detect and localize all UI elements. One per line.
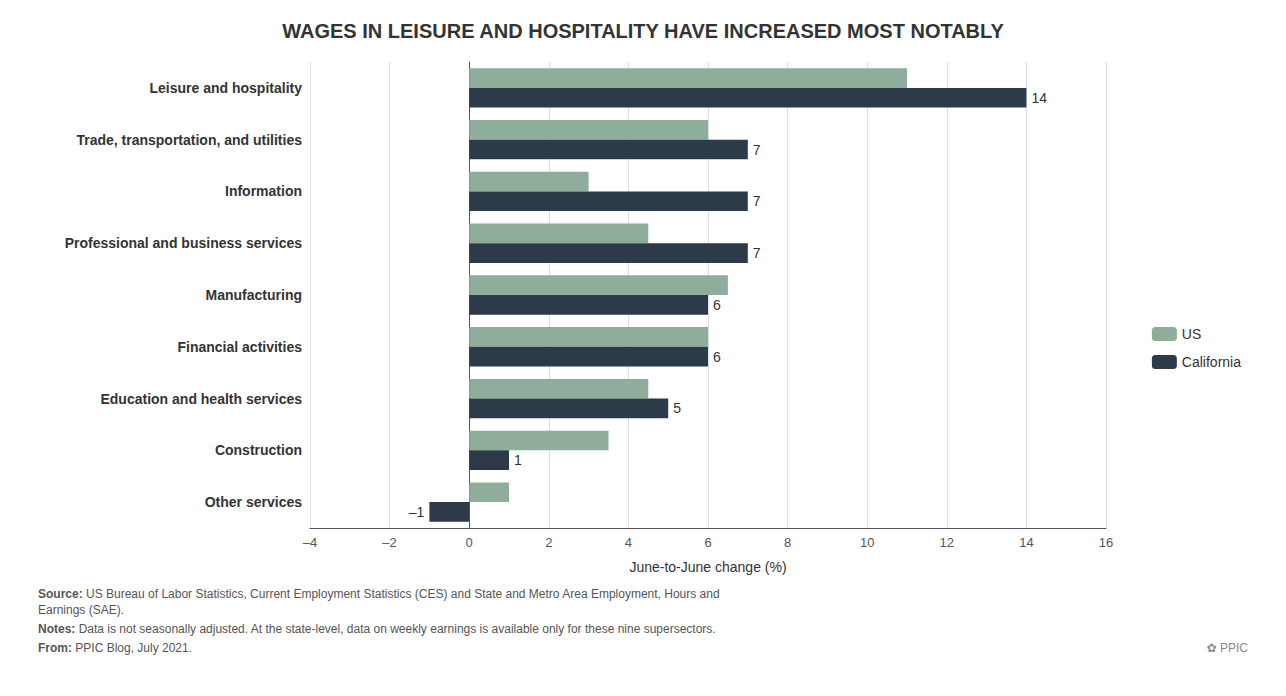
svg-text:10: 10 bbox=[860, 535, 874, 550]
svg-text:–1: –1 bbox=[409, 504, 425, 520]
svg-text:Source:: Source: bbox=[38, 587, 83, 601]
svg-text:Education and health services: Education and health services bbox=[100, 391, 302, 407]
svg-text:4: 4 bbox=[625, 535, 632, 550]
svg-text:1: 1 bbox=[514, 452, 522, 468]
svg-text:Earnings (SAE).: Earnings (SAE). bbox=[38, 603, 124, 617]
svg-text:June-to-June change (%): June-to-June change (%) bbox=[629, 559, 786, 575]
svg-text:7: 7 bbox=[753, 142, 761, 158]
svg-text:Construction: Construction bbox=[215, 442, 302, 458]
svg-text:5: 5 bbox=[673, 400, 681, 416]
svg-text:7: 7 bbox=[753, 245, 761, 261]
svg-text:Leisure and hospitality: Leisure and hospitality bbox=[150, 80, 303, 96]
svg-text:–2: –2 bbox=[382, 535, 396, 550]
svg-text:Information: Information bbox=[225, 183, 302, 199]
svg-text:WAGES IN LEISURE AND HOSPITALI: WAGES IN LEISURE AND HOSPITALITY HAVE IN… bbox=[282, 20, 1004, 42]
svg-text:6: 6 bbox=[704, 535, 711, 550]
svg-text:Trade, transportation, and uti: Trade, transportation, and utilities bbox=[76, 132, 302, 148]
svg-text:6: 6 bbox=[713, 297, 721, 313]
svg-text:California: California bbox=[1182, 354, 1241, 370]
svg-text:US Bureau of Labor Statistics,: US Bureau of Labor Statistics, Current E… bbox=[83, 587, 720, 601]
svg-text:14: 14 bbox=[1031, 90, 1047, 106]
svg-text:✿ PPIC: ✿ PPIC bbox=[1207, 641, 1249, 655]
svg-text:Data is not seasonally adjuste: Data is not seasonally adjusted. At the … bbox=[75, 622, 715, 636]
svg-text:Other services: Other services bbox=[205, 494, 302, 510]
svg-text:From:: From: bbox=[38, 641, 72, 655]
svg-text:8: 8 bbox=[784, 535, 791, 550]
svg-text:12: 12 bbox=[940, 535, 954, 550]
svg-text:Manufacturing: Manufacturing bbox=[206, 287, 302, 303]
svg-text:2: 2 bbox=[545, 535, 552, 550]
svg-text:14: 14 bbox=[1019, 535, 1033, 550]
svg-text:7: 7 bbox=[753, 193, 761, 209]
svg-text:6: 6 bbox=[713, 349, 721, 365]
svg-text:Professional and business serv: Professional and business services bbox=[65, 235, 303, 251]
svg-text:–4: –4 bbox=[303, 535, 317, 550]
svg-text:16: 16 bbox=[1099, 535, 1113, 550]
svg-text:PPIC Blog, July 2021.: PPIC Blog, July 2021. bbox=[72, 641, 192, 655]
svg-text:Financial activities: Financial activities bbox=[178, 339, 303, 355]
svg-text:0: 0 bbox=[466, 535, 473, 550]
svg-text:US: US bbox=[1182, 326, 1201, 342]
svg-text:Notes:: Notes: bbox=[38, 622, 75, 636]
